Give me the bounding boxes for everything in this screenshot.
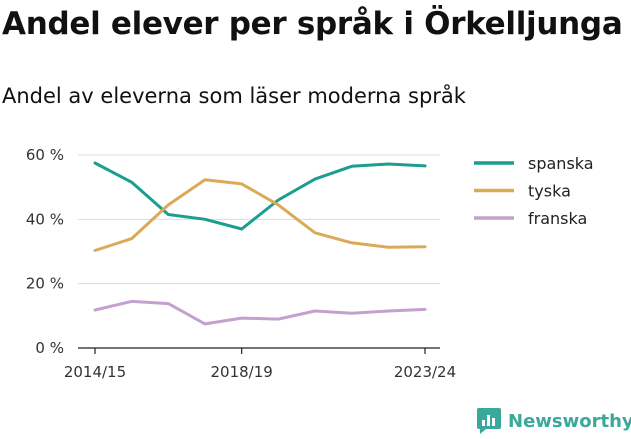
x-axis: 2014/15 2018/19 2023/24 bbox=[64, 348, 456, 381]
brand-name: Newsworthy bbox=[508, 410, 631, 432]
x-tick-label: 2014/15 bbox=[64, 363, 126, 381]
legend-label-tyska: tyska bbox=[528, 182, 571, 201]
series-lines bbox=[93, 161, 427, 326]
brand[interactable]: Newsworthy bbox=[476, 407, 631, 435]
legend-label-spanska: spanska bbox=[528, 154, 594, 173]
y-tick-label: 60 % bbox=[26, 146, 64, 164]
x-tick-label: 2023/24 bbox=[394, 363, 456, 381]
legend: spanska tyska franska bbox=[474, 154, 594, 228]
y-tick-label: 40 % bbox=[26, 210, 64, 228]
y-tick-label: 0 % bbox=[35, 339, 64, 357]
chart-title: Andel elever per språk i Örkelljunga bbox=[2, 6, 623, 42]
newsworthy-logo-icon bbox=[477, 408, 501, 434]
series-line-spanska bbox=[93, 161, 427, 231]
series-line-tyska bbox=[93, 178, 427, 252]
legend-label-franska: franska bbox=[528, 209, 587, 228]
grid-lines: 0 % 20 % 40 % 60 % bbox=[26, 146, 440, 357]
series-line-franska bbox=[93, 299, 427, 326]
y-tick-label: 20 % bbox=[26, 275, 64, 293]
chart-subtitle: Andel av eleverna som läser moderna språ… bbox=[2, 84, 466, 108]
x-tick-label: 2018/19 bbox=[211, 363, 273, 381]
